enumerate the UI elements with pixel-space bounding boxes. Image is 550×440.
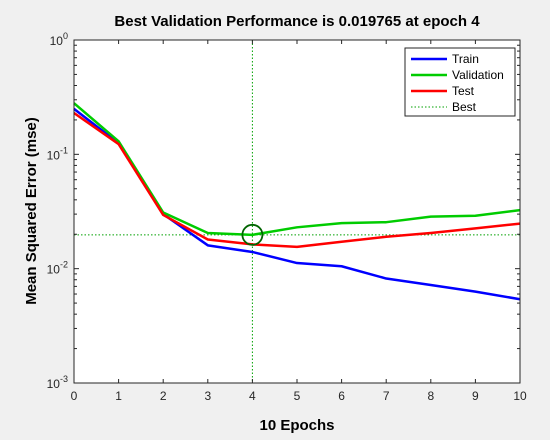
x-tick-label: 7 — [383, 389, 390, 403]
chart-title: Best Validation Performance is 0.019765 … — [114, 13, 480, 30]
x-tick-label: 5 — [294, 389, 301, 403]
y-axis-ticks: 10-3 10-2 10-1 100 — [47, 31, 520, 391]
x-tick-label: 0 — [71, 389, 78, 403]
y-tick-label: 100 — [50, 31, 68, 48]
best-lines — [74, 40, 520, 383]
legend-label-best: Best — [452, 100, 477, 114]
legend-label-test: Test — [452, 84, 475, 98]
x-axis-label: 10 Epochs — [259, 417, 334, 434]
x-axis-ticks: 0 1 2 3 4 5 6 7 8 9 10 — [71, 40, 527, 403]
x-tick-label: 1 — [115, 389, 122, 403]
legend: Train Validation Test Best — [404, 47, 516, 117]
x-tick-label: 10 — [513, 389, 527, 403]
legend-label-validation: Validation — [452, 68, 504, 82]
y-tick-label: 10-3 — [47, 374, 68, 391]
x-tick-label: 8 — [427, 389, 434, 403]
legend-label-train: Train — [452, 52, 479, 66]
y-tick-label: 10-2 — [47, 260, 68, 277]
x-tick-label: 2 — [160, 389, 167, 403]
x-tick-label: 9 — [472, 389, 479, 403]
best-point-marker — [241, 223, 264, 246]
series-layer — [73, 102, 521, 301]
x-tick-label: 6 — [338, 389, 345, 403]
series-line-validation — [73, 102, 521, 237]
y-axis-label: Mean Squared Error (mse) — [23, 117, 40, 305]
y-tick-label: 10-1 — [47, 145, 68, 162]
x-tick-label: 3 — [204, 389, 211, 403]
best-marker-layer — [241, 223, 264, 246]
series-line-test — [73, 111, 521, 249]
x-tick-label: 4 — [249, 389, 256, 403]
